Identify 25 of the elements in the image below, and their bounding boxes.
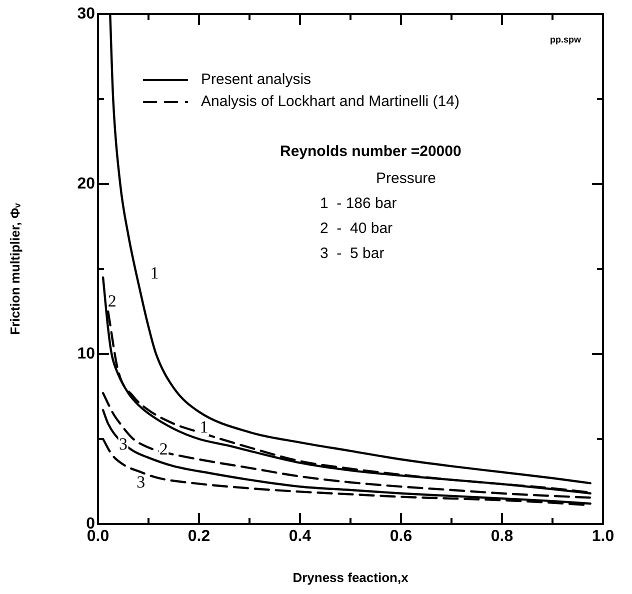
x-tick-label: 0.2 bbox=[188, 528, 210, 546]
annotation: pp.spw bbox=[550, 34, 582, 44]
x-axis-title: Dryness feaction,x bbox=[292, 570, 410, 585]
annotation: 3 - 5 bar bbox=[320, 245, 384, 262]
x-tick-label: 0.4 bbox=[288, 528, 312, 546]
line-series bbox=[102, 392, 592, 499]
annotation: 1 bbox=[200, 418, 208, 437]
x-tick-label: 0.8 bbox=[490, 528, 514, 546]
legend-label: Present analysis bbox=[201, 71, 312, 88]
annotation: 3 bbox=[136, 472, 146, 492]
legend-label: Analysis of Lockhart and Martinelli (14) bbox=[201, 93, 460, 110]
annotation: Pressure bbox=[376, 170, 436, 188]
x-tick-label: 0.6 bbox=[390, 528, 412, 546]
annotation: 2 bbox=[159, 440, 168, 459]
annotation: 2 bbox=[108, 292, 116, 311]
y-tick-label: 20 bbox=[77, 175, 96, 192]
y-tick-label: 30 bbox=[77, 5, 96, 22]
annotation: 1 bbox=[150, 264, 159, 283]
x-tick-label: 1.0 bbox=[592, 528, 614, 546]
y-tick-label: 10 bbox=[77, 345, 96, 362]
annotation: 2 - 40 bar bbox=[320, 220, 393, 238]
annotation: 1 - 186 bar bbox=[320, 195, 397, 212]
annotation: 3 bbox=[119, 434, 128, 454]
y-axis-title: Friction multiplier, Φᵥ bbox=[7, 202, 22, 335]
annotation: Reynolds number =20000 bbox=[280, 143, 462, 160]
